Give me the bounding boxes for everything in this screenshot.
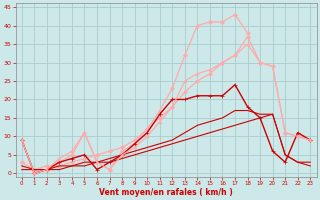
X-axis label: Vent moyen/en rafales ( km/h ): Vent moyen/en rafales ( km/h ) bbox=[99, 188, 233, 197]
